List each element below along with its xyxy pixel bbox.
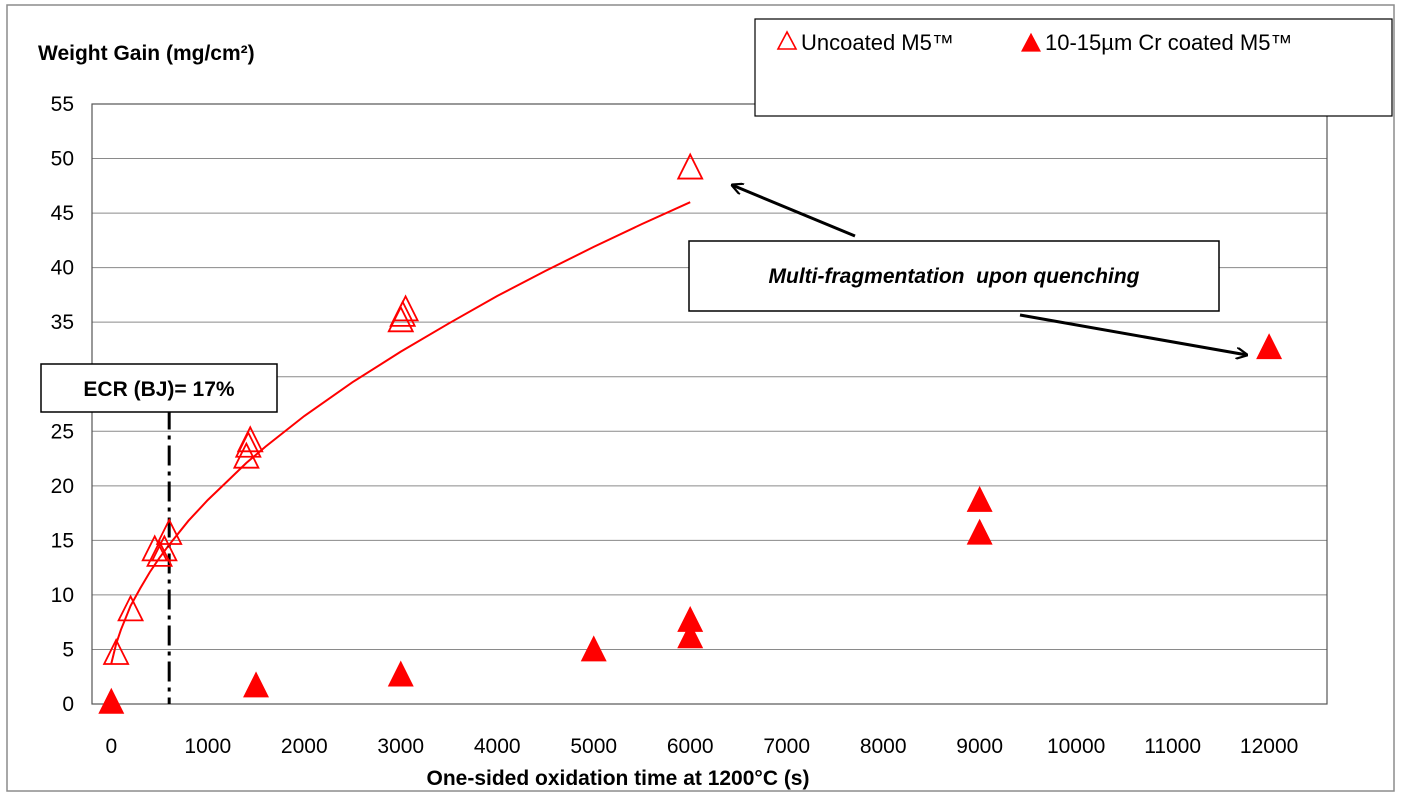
uncoated-point: [387, 305, 415, 333]
coated-point: [580, 635, 607, 662]
coated-point: [1256, 333, 1283, 360]
uncoated-point: [392, 294, 420, 322]
y-tick-label: 0: [62, 693, 74, 716]
y-tick-label: 20: [51, 475, 74, 498]
y-axis-title: Weight Gain (mg/cm²): [38, 42, 255, 65]
uncoated-fit-curve: [110, 201, 691, 664]
legend-coated-marker: [1021, 32, 1041, 52]
fragmentation-label: Multi-fragmentation upon quenching: [769, 265, 1140, 288]
x-axis-title: One-sided oxidation time at 1200°C (s): [427, 767, 810, 790]
uncoated-point: [117, 594, 145, 622]
uncoated-point: [676, 152, 704, 180]
fragmentation-arrow-upper: [732, 185, 856, 238]
uncoated-point: [232, 441, 260, 469]
y-tick-label: 35: [51, 311, 74, 334]
x-tick-label: 0: [105, 735, 117, 758]
y-tick-label: 10: [51, 584, 74, 607]
x-tick-label: 1000: [184, 735, 231, 758]
y-tick-label: 15: [51, 529, 74, 552]
y-tick-label: 25: [51, 420, 74, 443]
uncoated-point: [146, 539, 173, 567]
y-tick-label: 5: [62, 638, 74, 661]
x-tick-label: 10000: [1047, 735, 1105, 758]
y-gridlines: [92, 103, 1327, 650]
legend: Uncoated M5™ 10-15µm Cr coated M5™: [754, 18, 1393, 117]
uncoated-point: [236, 425, 264, 453]
uncoated-point: [150, 534, 178, 562]
y-tick-label: 50: [51, 148, 74, 171]
x-tick-labels: 0 1000 2000 3000 4000 5000 6000 7000 8000 9000 100…: [105, 735, 1298, 758]
x-tick-label: 4000: [474, 735, 521, 758]
x-tick-label: 7000: [763, 735, 810, 758]
x-tick-label: 5000: [570, 735, 617, 758]
fragmentation-annotation: Multi-fragmentation upon quenching: [688, 185, 1247, 355]
x-tick-label: 12000: [1240, 735, 1298, 758]
y-tick-label: 40: [51, 257, 74, 280]
legend-coated-label: 10-15µm Cr coated M5™: [1045, 30, 1292, 55]
legend-uncoated-label: Uncoated M5™: [801, 30, 954, 55]
coated-point: [243, 671, 269, 698]
chart-border: [6, 4, 1395, 792]
series-coated: [98, 333, 1283, 714]
legend-uncoated-marker: [776, 30, 798, 50]
uncoated-point: [102, 638, 130, 665]
fragmentation-box: [688, 240, 1220, 312]
x-tick-label: 6000: [667, 735, 714, 758]
x-tick-label: 3000: [377, 735, 424, 758]
coated-point: [98, 687, 125, 714]
coated-point: [387, 660, 414, 687]
coated-point: [966, 518, 993, 545]
series-uncoated: [102, 152, 704, 665]
ecr-annotation: ECR (BJ)= 17%: [40, 363, 278, 413]
x-tick-label: 8000: [860, 735, 907, 758]
ecr-label: ECR (BJ)= 17%: [83, 378, 234, 401]
fragmentation-arrow-lower: [1019, 313, 1247, 355]
coated-point: [677, 622, 704, 649]
legend-box: [754, 18, 1393, 117]
x-tick-label: 9000: [956, 735, 1003, 758]
y-tick-label: 45: [51, 202, 74, 225]
x-tick-label: 11000: [1144, 735, 1201, 758]
uncoated-point: [155, 518, 183, 545]
y-tick-label: 55: [51, 93, 74, 116]
coated-point: [966, 485, 993, 512]
ecr-box: [40, 363, 278, 413]
x-tick-label: 2000: [281, 735, 328, 758]
coated-point: [677, 605, 704, 632]
